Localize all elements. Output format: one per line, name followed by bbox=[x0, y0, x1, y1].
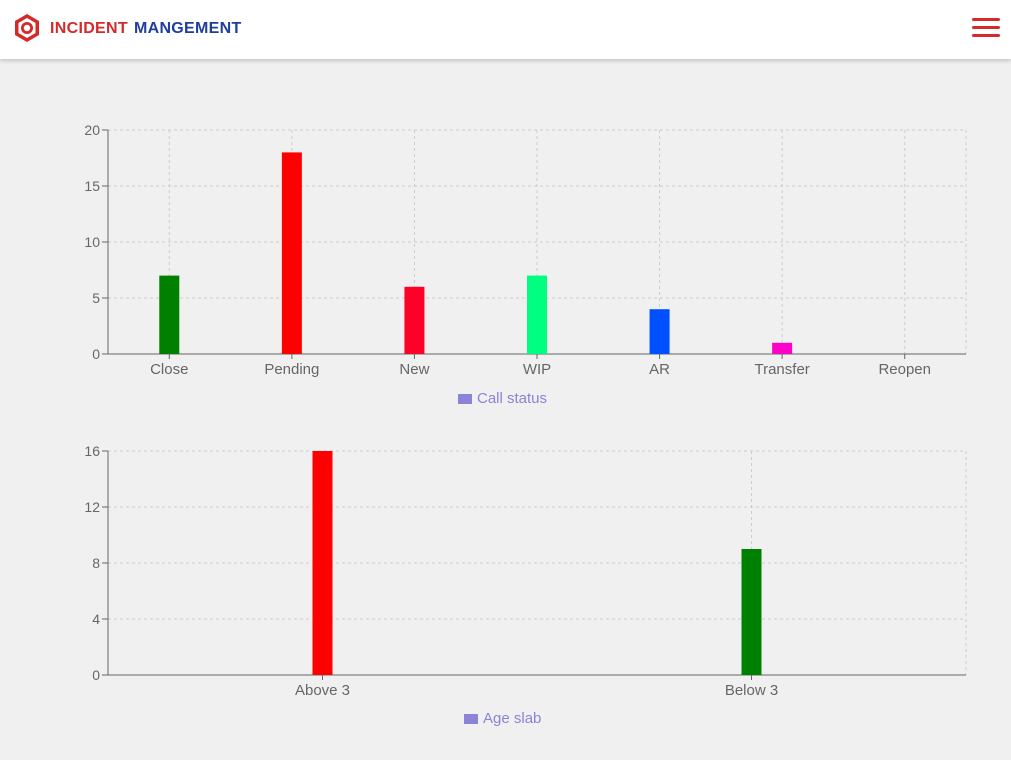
legend-swatch bbox=[464, 713, 478, 724]
bar-new bbox=[404, 286, 425, 354]
y-tick-label: 4 bbox=[92, 611, 100, 627]
y-tick-label: 0 bbox=[92, 667, 100, 683]
x-tick-label: Below 3 bbox=[725, 682, 778, 699]
app-title[interactable]: INCIDENT MANGEMENT bbox=[50, 20, 242, 38]
y-tick-label: 0 bbox=[92, 346, 100, 362]
y-tick-label: 15 bbox=[84, 178, 100, 194]
app-title-part1: INCIDENT bbox=[50, 20, 128, 37]
y-tick-label: 5 bbox=[92, 290, 100, 306]
hexagon-gear-icon[interactable] bbox=[13, 13, 41, 43]
app-title-part2: MANGEMENT bbox=[133, 20, 242, 37]
y-tick-label: 16 bbox=[84, 443, 100, 459]
call-status-chart: 0 5 10 15 20 Close Pending New WIP AR Transfer Reop… bbox=[0, 118, 1011, 418]
x-tick-label: New bbox=[399, 361, 429, 378]
y-tick-label: 10 bbox=[84, 234, 100, 250]
call-status-chart-svg: 0 5 10 15 20 Close Pending New WIP AR Transfer Reop… bbox=[84, 122, 967, 378]
x-tick-label: Pending bbox=[264, 361, 319, 378]
legend-label: Age slab bbox=[483, 710, 542, 727]
bar-close bbox=[159, 275, 180, 354]
age-slab-chart: 0 4 8 12 16 Above 3 Below 3 Age slab bbox=[0, 440, 1011, 740]
x-tick-label: Above 3 bbox=[295, 682, 350, 699]
bar-above-3 bbox=[312, 451, 333, 675]
y-tick-label: 20 bbox=[84, 122, 100, 138]
x-tick-label: Transfer bbox=[754, 361, 809, 378]
legend-swatch bbox=[458, 393, 472, 404]
bar-wip bbox=[527, 275, 547, 354]
bar-below-3 bbox=[741, 549, 762, 675]
x-tick-label: Reopen bbox=[878, 361, 931, 378]
y-tick-label: 8 bbox=[92, 555, 100, 571]
x-tick-label: WIP bbox=[523, 361, 551, 378]
legend-age-slab[interactable]: Age slab bbox=[464, 710, 541, 727]
hamburger-menu-icon[interactable] bbox=[972, 18, 1000, 39]
legend-call-status[interactable]: Call status bbox=[458, 390, 547, 407]
bar-transfer bbox=[772, 342, 793, 354]
legend-label: Call status bbox=[477, 390, 548, 407]
bar-pending bbox=[281, 152, 302, 354]
app-header: INCIDENT MANGEMENT bbox=[0, 0, 1011, 59]
age-slab-chart-svg: 0 4 8 12 16 Above 3 Below 3 bbox=[84, 443, 967, 699]
x-tick-label: Close bbox=[150, 361, 188, 378]
x-tick-label: AR bbox=[649, 361, 670, 378]
bar-ar bbox=[649, 309, 670, 354]
y-tick-label: 12 bbox=[84, 499, 100, 515]
